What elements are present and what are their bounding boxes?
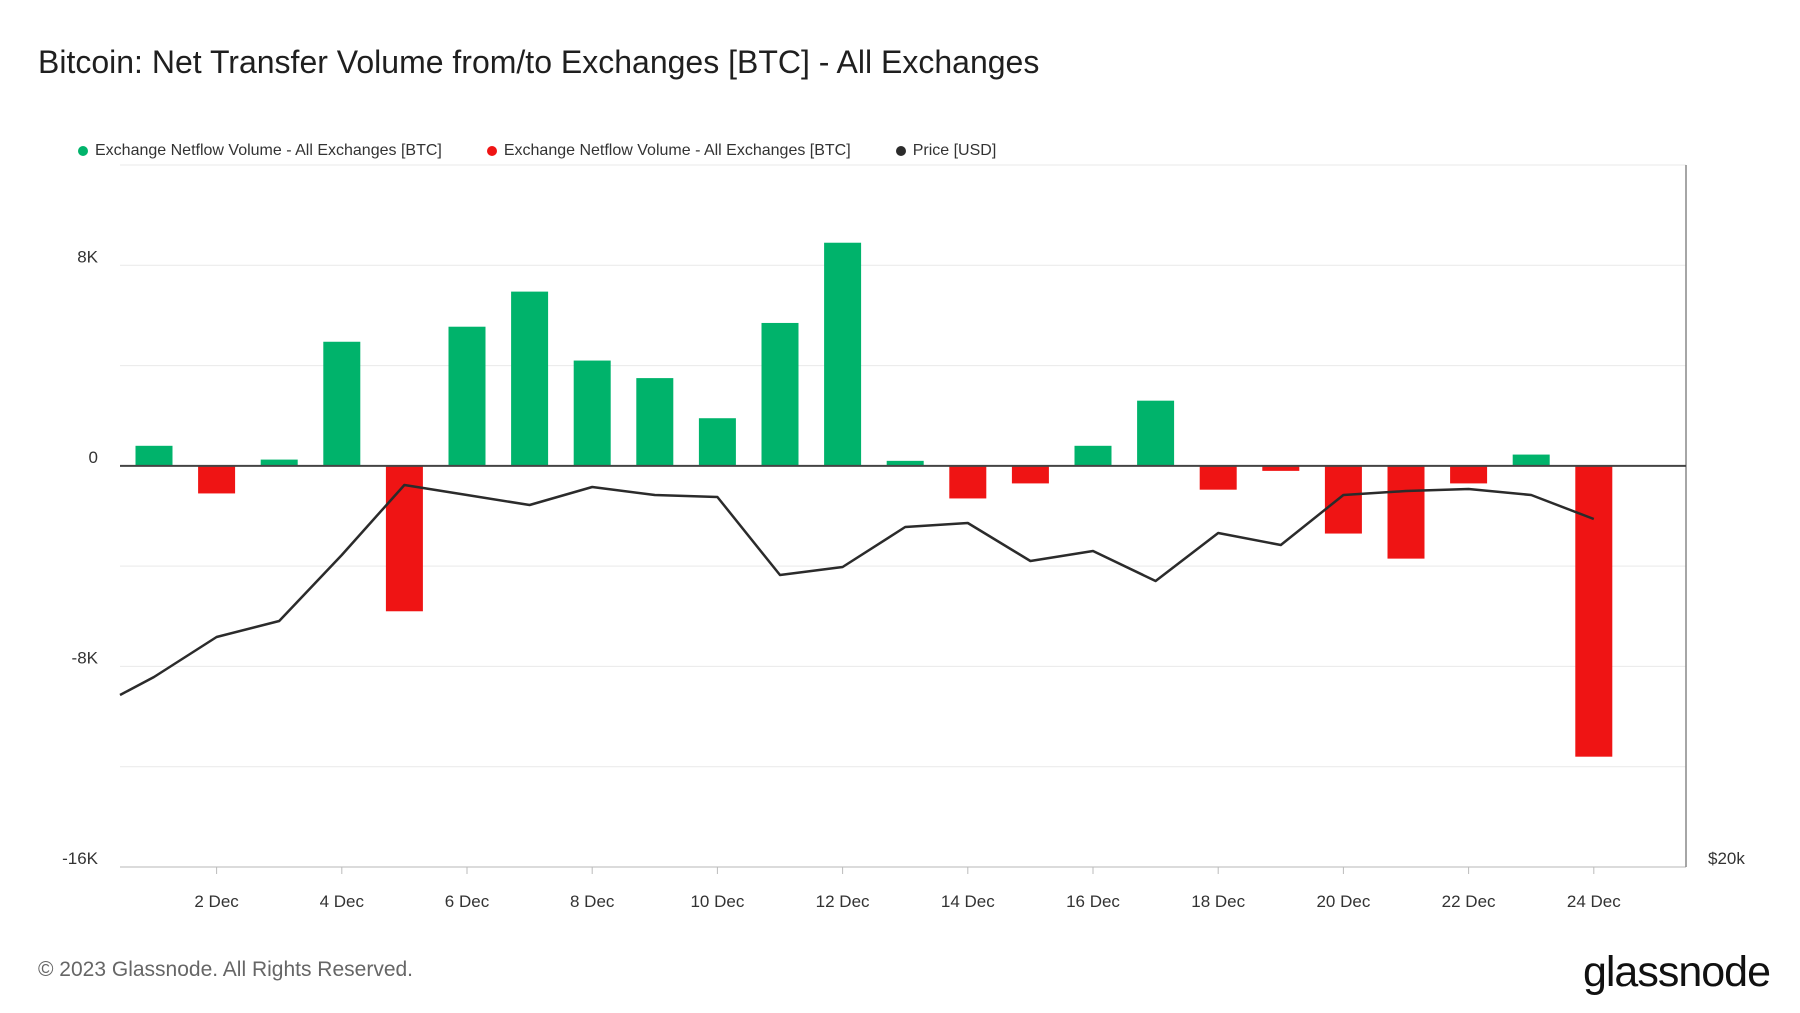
bar-inflow	[260, 459, 298, 466]
bar-outflow	[1575, 465, 1613, 757]
price-line	[119, 483, 1595, 697]
bar-inflow	[323, 341, 361, 466]
bar-inflow	[698, 418, 736, 466]
legend-dot-inflow	[78, 146, 88, 156]
x-tick-label: 18 Dec	[1191, 892, 1245, 911]
y-tick-label: -8K	[72, 648, 99, 667]
bar-inflow	[448, 326, 486, 466]
bar-inflow	[573, 360, 611, 466]
legend-dot-outflow	[486, 146, 497, 156]
bar-outflow	[1450, 465, 1488, 484]
x-tick-label: 24 Dec	[1567, 892, 1621, 911]
x-tick-label: 6 Dec	[445, 892, 490, 911]
bar-outflow	[1262, 465, 1300, 471]
x-tick-label: 8 Dec	[570, 892, 615, 911]
legend: Exchange Netflow Volume - All Exchanges …	[78, 140, 1041, 162]
x-tick-label: 12 Dec	[816, 892, 870, 911]
bar-outflow	[1011, 465, 1049, 484]
y-tick-label: 0	[89, 448, 98, 467]
bar-inflow	[636, 378, 674, 466]
copyright-text: © 2023 Glassnode. All Rights Reserved.	[38, 958, 414, 981]
x-tick-label: 16 Dec	[1066, 892, 1120, 911]
bar-outflow	[1199, 465, 1237, 490]
x-tick-label: 4 Dec	[320, 892, 365, 911]
bar-inflow	[1512, 454, 1550, 466]
bar-inflow	[511, 291, 549, 466]
grid-lines	[120, 164, 1687, 868]
bar-outflow	[1387, 465, 1425, 559]
bar-inflow	[761, 322, 799, 466]
x-axis-ticks: 2 Dec 4 Dec 6 Dec 8 Dec 10 Dec 12 Dec 14 Dec 16…	[194, 867, 1621, 911]
x-tick-label: 22 Dec	[1442, 892, 1496, 911]
bar-outflow	[949, 465, 987, 499]
y-axis-ticks: 8K 0 -8K -16K $20k	[62, 247, 1745, 868]
bar-inflow	[824, 242, 862, 466]
legend-label-price: Price [USD]	[912, 142, 997, 159]
bar-series	[120, 242, 1686, 757]
x-tick-label: 2 Dec	[194, 892, 239, 911]
bar-inflow	[135, 445, 173, 466]
bar-outflow	[385, 465, 423, 612]
price-series	[119, 483, 1595, 697]
legend-dot-price	[895, 146, 906, 156]
bar-inflow	[886, 460, 924, 466]
x-tick-label: 14 Dec	[941, 892, 995, 911]
y-tick-label: 8K	[77, 247, 98, 266]
legend-label-inflow: Exchange Netflow Volume - All Exchanges …	[95, 142, 442, 159]
bar-inflow	[1137, 400, 1175, 466]
legend-item-inflow[interactable]: Exchange Netflow Volume - All Exchanges …	[78, 142, 442, 160]
y-tick-label: -16K	[62, 849, 99, 868]
glassnode-logo: glassnode	[1582, 948, 1771, 996]
legend-item-outflow[interactable]: Exchange Netflow Volume - All Exchanges …	[486, 142, 851, 160]
y2-tick-label: $20k	[1708, 849, 1745, 868]
chart-title: Bitcoin: Net Transfer Volume from/to Exc…	[38, 44, 1040, 80]
bar-outflow	[198, 465, 236, 494]
x-tick-label: 10 Dec	[690, 892, 744, 911]
x-tick-label: 20 Dec	[1316, 892, 1370, 911]
legend-item-price[interactable]: Price [USD]	[895, 142, 997, 160]
bar-inflow	[1074, 445, 1112, 466]
legend-label-outflow: Exchange Netflow Volume - All Exchanges …	[503, 142, 851, 159]
bar-outflow	[1324, 465, 1362, 534]
